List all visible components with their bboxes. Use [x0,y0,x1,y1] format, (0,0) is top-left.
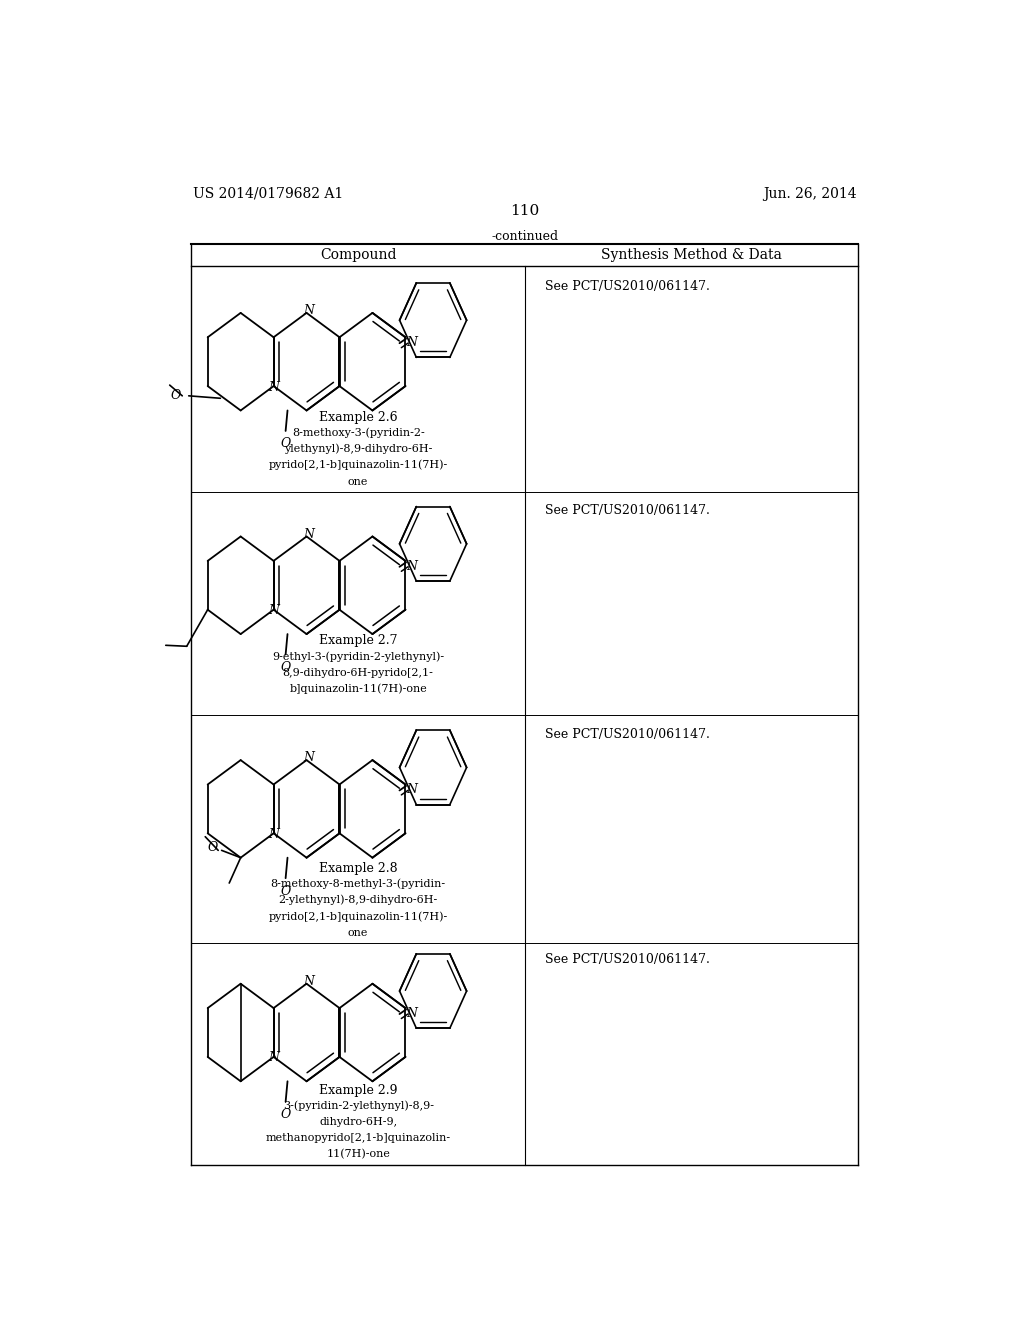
Text: N: N [268,1051,279,1064]
Text: Synthesis Method & Data: Synthesis Method & Data [601,248,782,261]
Text: N: N [406,783,417,796]
Text: 8-methoxy-8-methyl-3-(pyridin-: 8-methoxy-8-methyl-3-(pyridin- [270,879,445,890]
Text: O: O [281,884,291,898]
Text: one: one [348,477,369,487]
Text: N: N [406,337,417,348]
Text: See PCT/US2010/061147.: See PCT/US2010/061147. [545,504,710,517]
Text: See PCT/US2010/061147.: See PCT/US2010/061147. [545,953,710,966]
Text: See PCT/US2010/061147.: See PCT/US2010/061147. [545,727,710,741]
Text: Compound: Compound [319,248,396,261]
Text: O: O [281,661,291,675]
Text: O: O [281,1107,291,1121]
Text: methanopyrido[2,1-b]quinazolin-: methanopyrido[2,1-b]quinazolin- [265,1134,451,1143]
Text: 9-ethyl-3-(pyridin-2-ylethynyl)-: 9-ethyl-3-(pyridin-2-ylethynyl)- [272,651,444,661]
Text: O: O [281,437,291,450]
Text: N: N [268,828,279,841]
Text: N: N [406,560,417,573]
Text: N: N [406,1007,417,1020]
Text: N: N [303,304,314,317]
Text: N: N [303,751,314,764]
Text: b]quinazolin-11(7H)-one: b]quinazolin-11(7H)-one [289,684,427,694]
Text: 8,9-dihydro-6H-pyrido[2,1-: 8,9-dihydro-6H-pyrido[2,1- [283,668,433,677]
Text: one: one [348,928,369,939]
Text: Example 2.8: Example 2.8 [318,862,397,875]
Text: N: N [303,974,314,987]
Text: O: O [207,841,217,854]
Text: dihydro-6H-9,: dihydro-6H-9, [319,1117,397,1127]
Text: N: N [268,605,279,618]
Text: Example 2.6: Example 2.6 [318,411,397,424]
Text: 110: 110 [510,205,540,218]
Text: N: N [268,380,279,393]
Text: 2-ylethynyl)-8,9-dihydro-6H-: 2-ylethynyl)-8,9-dihydro-6H- [279,895,438,906]
Text: -continued: -continued [492,230,558,243]
Text: US 2014/0179682 A1: US 2014/0179682 A1 [194,187,343,201]
Text: 3-(pyridin-2-ylethynyl)-8,9-: 3-(pyridin-2-ylethynyl)-8,9- [283,1100,433,1110]
Text: pyrido[2,1-b]quinazolin-11(7H)-: pyrido[2,1-b]quinazolin-11(7H)- [268,459,447,470]
Text: 8-methoxy-3-(pyridin-2-: 8-methoxy-3-(pyridin-2- [292,428,425,438]
Text: Example 2.9: Example 2.9 [318,1084,397,1097]
Text: 11(7H)-one: 11(7H)-one [327,1150,390,1159]
Text: Jun. 26, 2014: Jun. 26, 2014 [763,187,856,201]
Text: pyrido[2,1-b]quinazolin-11(7H)-: pyrido[2,1-b]quinazolin-11(7H)- [268,911,447,921]
Text: Example 2.7: Example 2.7 [318,635,397,647]
Text: See PCT/US2010/061147.: See PCT/US2010/061147. [545,280,710,293]
Text: O: O [171,389,181,403]
Text: N: N [303,528,314,541]
Text: ylethynyl)-8,9-dihydro-6H-: ylethynyl)-8,9-dihydro-6H- [284,444,432,454]
